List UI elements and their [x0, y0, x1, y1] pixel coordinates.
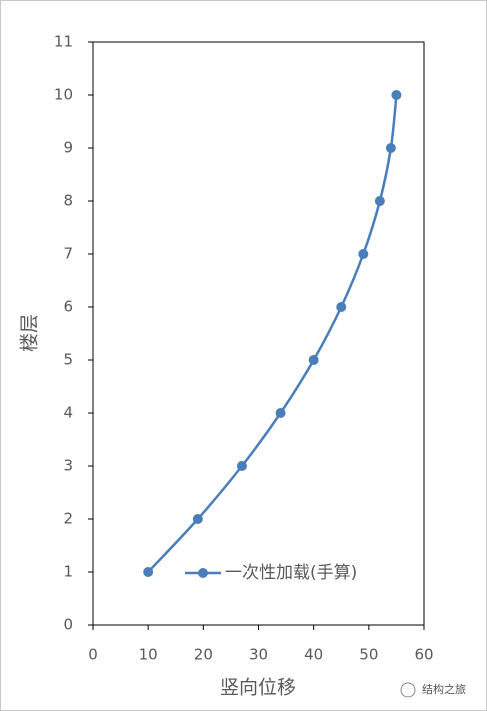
- x-tick-label: 30: [249, 646, 268, 664]
- y-tick-label: 9: [63, 139, 73, 157]
- x-tick-label: 40: [304, 646, 323, 664]
- y-tick-label: 6: [63, 298, 73, 316]
- y-tick-label: 8: [63, 192, 73, 210]
- point: [358, 249, 369, 259]
- x-tick-label: 0: [88, 646, 98, 664]
- point: [385, 143, 396, 153]
- x-axis-title: 竖向位移: [220, 677, 296, 699]
- watermark-icon: [400, 682, 416, 698]
- y-tick-label: 3: [63, 457, 73, 475]
- x-tick-label: 60: [414, 646, 433, 664]
- y-axis-title: 楼层: [19, 314, 41, 352]
- point: [236, 461, 247, 471]
- y-tick-label: 10: [54, 86, 73, 104]
- legend-marker: [198, 568, 208, 578]
- watermark: 结构之旅: [422, 682, 466, 696]
- y-tick-label: 5: [63, 351, 73, 369]
- y-tick-label: 11: [54, 33, 73, 51]
- y-tick-label: 0: [63, 616, 73, 634]
- point: [374, 196, 385, 206]
- legend-label: 一次性加载(手算): [225, 563, 357, 583]
- y-tick-label: 2: [63, 510, 73, 528]
- x-tick-label: 50: [359, 646, 378, 664]
- point: [308, 355, 319, 365]
- x-tick-label: 10: [139, 646, 158, 664]
- y-tick-label: 7: [63, 245, 73, 263]
- x-tick-label: 20: [194, 646, 213, 664]
- point: [391, 90, 402, 100]
- y-tick-label: 4: [63, 404, 73, 422]
- point: [143, 567, 154, 577]
- point: [275, 408, 286, 418]
- point: [336, 302, 347, 312]
- y-tick-label: 1: [63, 563, 73, 581]
- series-line: [147, 94, 398, 573]
- point: [192, 514, 203, 524]
